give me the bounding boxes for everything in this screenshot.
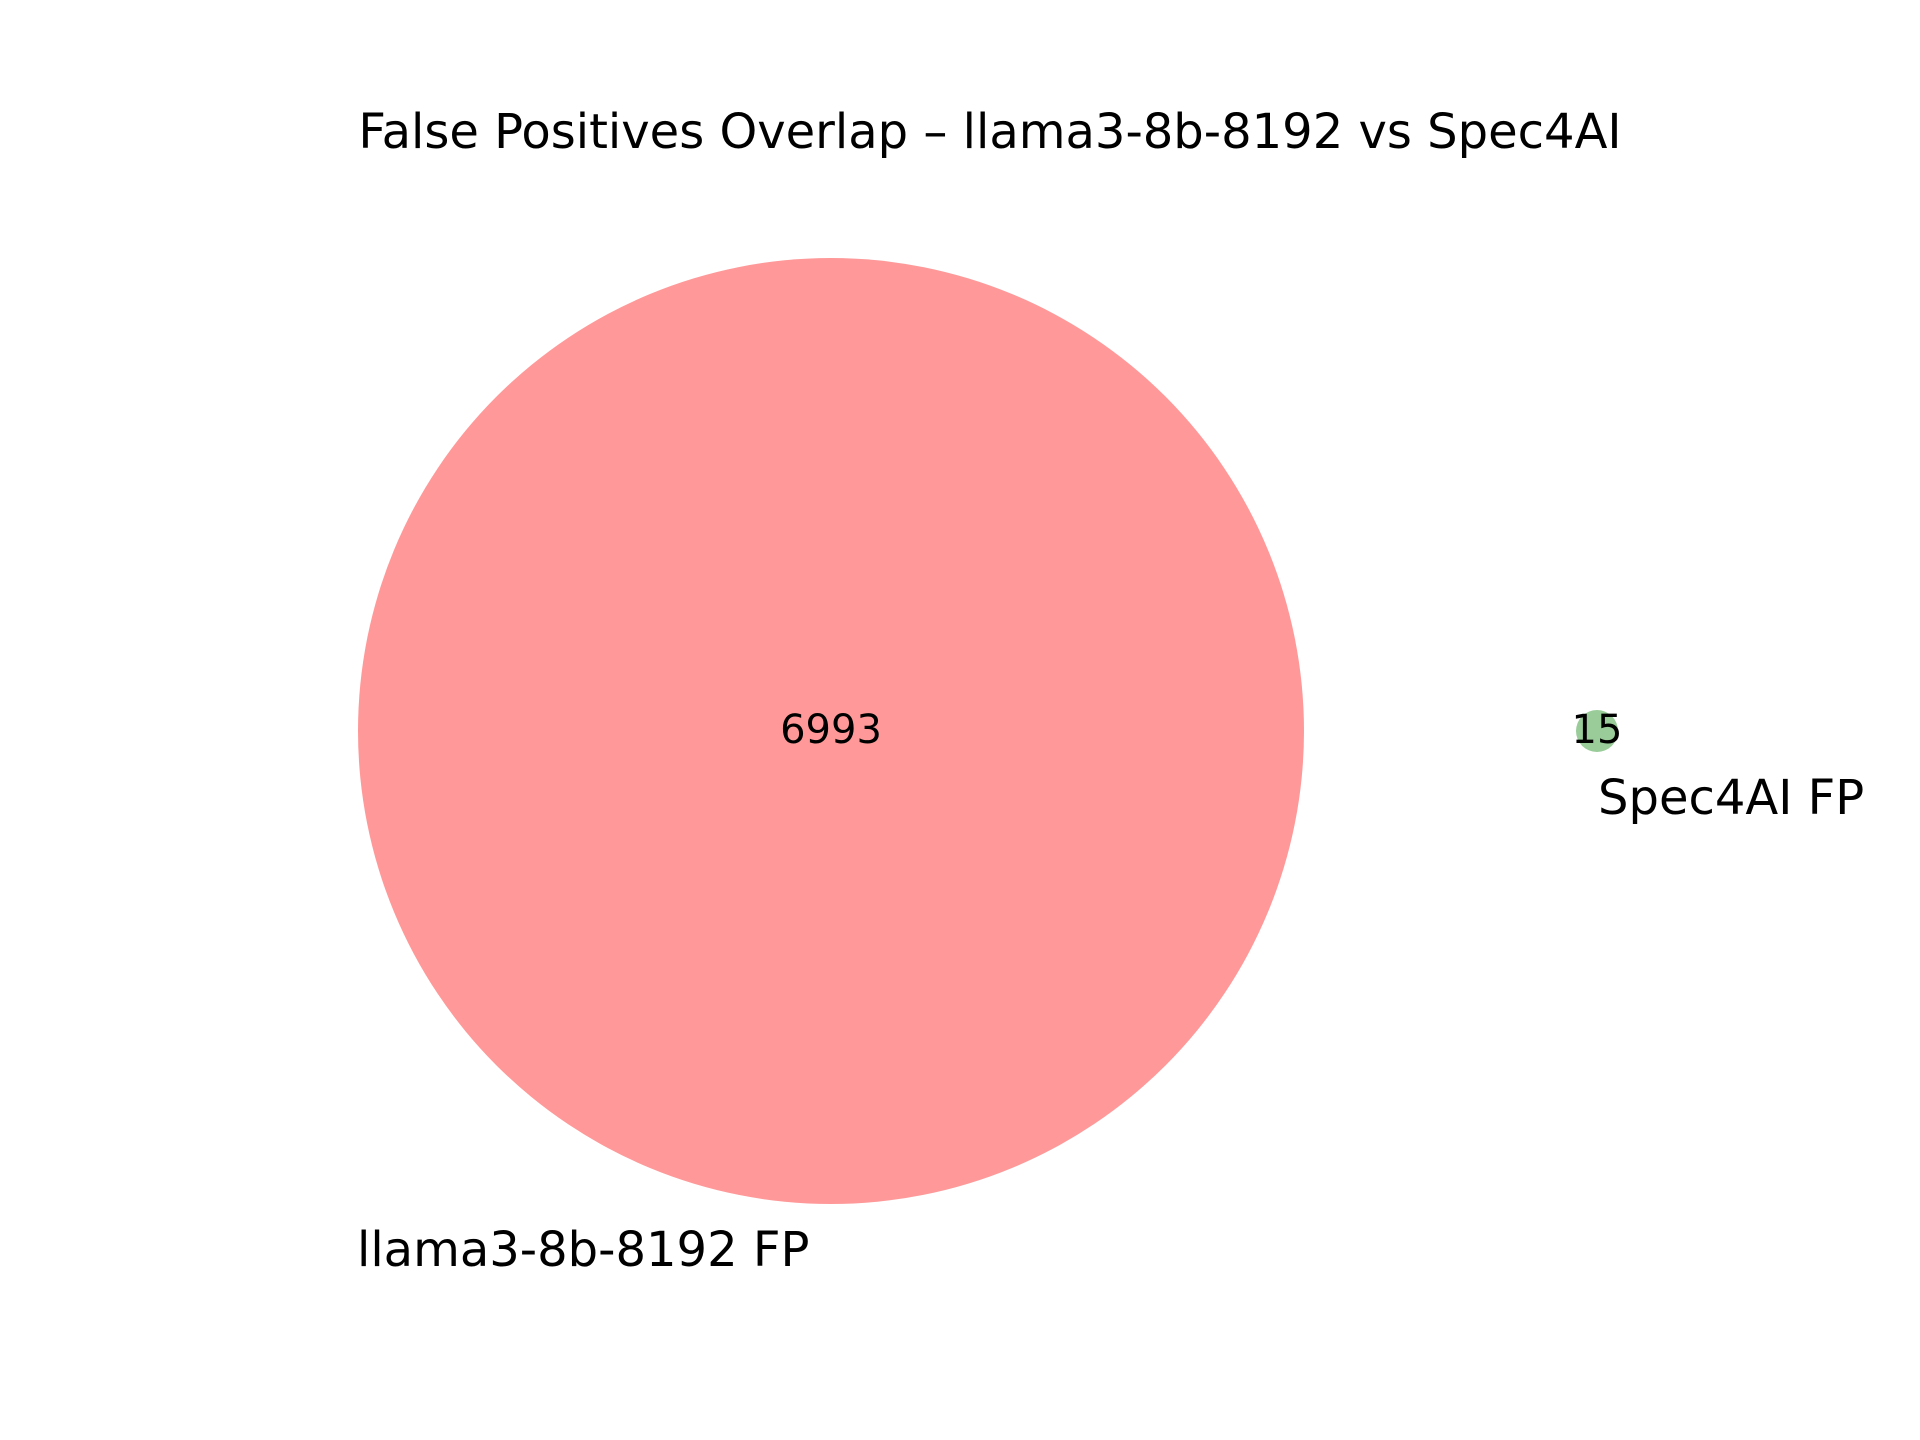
set-label-llama3: llama3-8b-8192 FP [357, 1222, 809, 1278]
set-circle-spec4ai [1576, 710, 1618, 752]
set-label-spec4ai: Spec4AI FP [1598, 770, 1864, 826]
region-count-llama3-only: 6993 [780, 707, 882, 753]
diagram-title: False Positives Overlap – llama3-8b-8192… [358, 104, 1621, 160]
set-circle-llama3 [358, 258, 1304, 1204]
region-count-spec4ai-only: 15 [1572, 707, 1623, 753]
